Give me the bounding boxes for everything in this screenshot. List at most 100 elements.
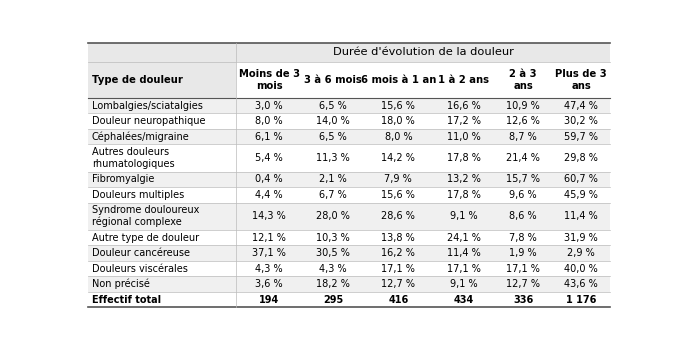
Text: 60,7 %: 60,7 %: [565, 174, 598, 184]
Bar: [552, 261, 610, 277]
Text: 12,7 %: 12,7 %: [506, 279, 540, 289]
Text: Douleurs viscérales: Douleurs viscérales: [92, 264, 188, 274]
Bar: [552, 62, 610, 98]
Bar: [236, 171, 302, 187]
Text: 8,7 %: 8,7 %: [509, 132, 537, 142]
Text: 12,6 %: 12,6 %: [506, 116, 540, 126]
Bar: [433, 98, 494, 113]
Bar: [552, 129, 610, 144]
Bar: [364, 129, 433, 144]
Text: Douleur cancéreuse: Douleur cancéreuse: [92, 248, 190, 258]
Text: 6 mois à 1 an: 6 mois à 1 an: [361, 75, 436, 85]
Bar: [494, 277, 552, 292]
Bar: [88, 129, 236, 144]
Bar: [433, 245, 494, 261]
Text: 8,6 %: 8,6 %: [509, 211, 537, 221]
Text: Douleur neuropathique: Douleur neuropathique: [92, 116, 206, 126]
Bar: [552, 203, 610, 230]
Bar: [552, 113, 610, 129]
Text: 7,8 %: 7,8 %: [509, 232, 537, 243]
Text: 9,1 %: 9,1 %: [450, 211, 477, 221]
Bar: [494, 129, 552, 144]
Bar: [494, 292, 552, 307]
Bar: [494, 203, 552, 230]
Text: 10,9 %: 10,9 %: [506, 101, 540, 110]
Text: 28,6 %: 28,6 %: [381, 211, 415, 221]
Text: Céphalées/migraine: Céphalées/migraine: [92, 131, 190, 142]
Bar: [236, 261, 302, 277]
Text: Fibromyalgie: Fibromyalgie: [92, 174, 155, 184]
Bar: [302, 187, 364, 203]
Text: 12,1 %: 12,1 %: [252, 232, 286, 243]
Text: 6,5 %: 6,5 %: [319, 101, 347, 110]
Bar: [552, 245, 610, 261]
Text: 17,8 %: 17,8 %: [447, 153, 481, 163]
Text: 16,6 %: 16,6 %: [447, 101, 481, 110]
Bar: [494, 144, 552, 171]
Text: 194: 194: [259, 295, 279, 305]
Text: Autre type de douleur: Autre type de douleur: [92, 232, 199, 243]
Bar: [236, 98, 302, 113]
Bar: [364, 144, 433, 171]
Bar: [433, 261, 494, 277]
Bar: [552, 98, 610, 113]
Text: 1 176: 1 176: [566, 295, 597, 305]
Bar: [433, 129, 494, 144]
Text: 14,3 %: 14,3 %: [253, 211, 286, 221]
Bar: [494, 98, 552, 113]
Text: 13,2 %: 13,2 %: [447, 174, 481, 184]
Text: 7,9 %: 7,9 %: [385, 174, 412, 184]
Text: 295: 295: [323, 295, 343, 305]
Bar: [302, 203, 364, 230]
Text: Type de douleur: Type de douleur: [92, 75, 183, 85]
Bar: [88, 277, 236, 292]
Bar: [433, 292, 494, 307]
Bar: [302, 113, 364, 129]
Text: 9,1 %: 9,1 %: [450, 279, 477, 289]
Text: 30,2 %: 30,2 %: [565, 116, 598, 126]
Text: 37,1 %: 37,1 %: [252, 248, 286, 258]
Bar: [364, 277, 433, 292]
Text: 12,7 %: 12,7 %: [381, 279, 415, 289]
Text: 17,8 %: 17,8 %: [447, 190, 481, 200]
Bar: [236, 62, 302, 98]
Bar: [302, 129, 364, 144]
Text: 11,0 %: 11,0 %: [447, 132, 481, 142]
Text: 17,1 %: 17,1 %: [381, 264, 415, 274]
Text: 1,9 %: 1,9 %: [509, 248, 537, 258]
Bar: [302, 230, 364, 245]
Text: Durée d'évolution de la douleur: Durée d'évolution de la douleur: [332, 48, 513, 58]
Bar: [88, 62, 236, 98]
Bar: [433, 113, 494, 129]
Bar: [364, 187, 433, 203]
Bar: [302, 62, 364, 98]
Text: 8,0 %: 8,0 %: [385, 132, 412, 142]
Bar: [494, 245, 552, 261]
Text: 16,2 %: 16,2 %: [381, 248, 415, 258]
Bar: [236, 203, 302, 230]
Text: Plus de 3
ans: Plus de 3 ans: [556, 69, 607, 91]
Bar: [364, 62, 433, 98]
Bar: [88, 261, 236, 277]
Text: 4,3 %: 4,3 %: [319, 264, 347, 274]
Bar: [552, 277, 610, 292]
Bar: [302, 171, 364, 187]
Bar: [364, 261, 433, 277]
Bar: [236, 43, 610, 62]
Text: 1 à 2 ans: 1 à 2 ans: [438, 75, 489, 85]
Text: 45,9 %: 45,9 %: [565, 190, 598, 200]
Text: 416: 416: [388, 295, 409, 305]
Bar: [236, 277, 302, 292]
Bar: [433, 277, 494, 292]
Bar: [236, 187, 302, 203]
Text: Moins de 3
mois: Moins de 3 mois: [238, 69, 300, 91]
Text: 11,4 %: 11,4 %: [447, 248, 481, 258]
Bar: [88, 187, 236, 203]
Bar: [494, 113, 552, 129]
Text: 18,0 %: 18,0 %: [381, 116, 415, 126]
Bar: [552, 171, 610, 187]
Bar: [88, 98, 236, 113]
Bar: [88, 245, 236, 261]
Bar: [88, 144, 236, 171]
Text: 47,4 %: 47,4 %: [565, 101, 598, 110]
